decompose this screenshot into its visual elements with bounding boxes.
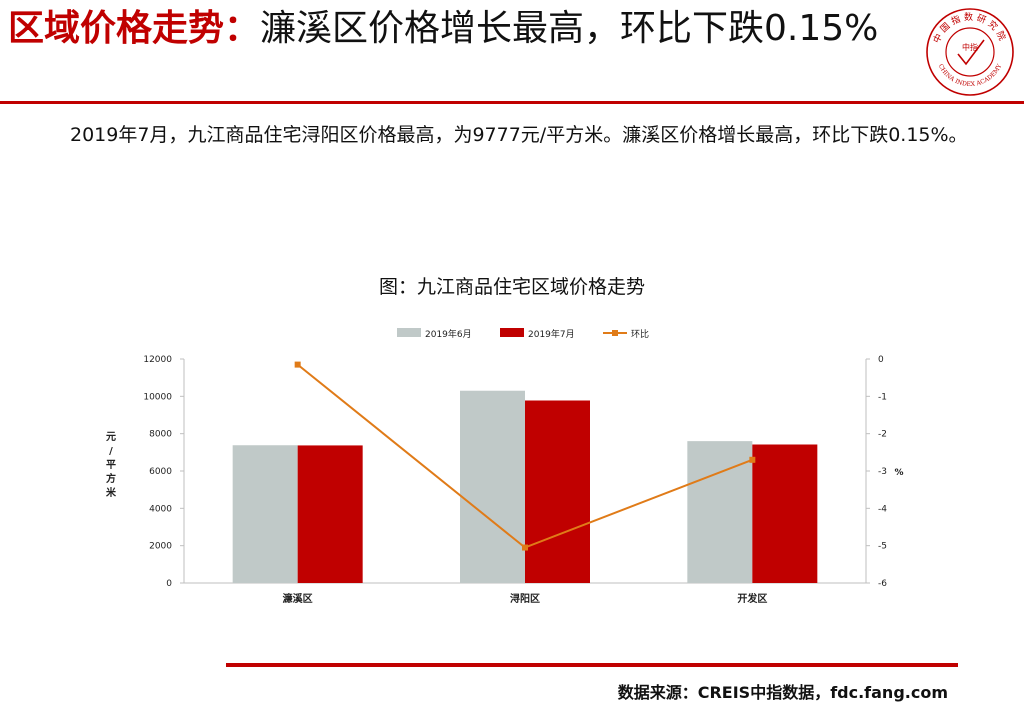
- title-divider: [0, 101, 1024, 104]
- y-axis-label-char: 米: [106, 486, 117, 499]
- y-tick-label: 6000: [149, 467, 172, 477]
- page-title-text: 濂溪区价格增长最高，环比下跌0.15%: [260, 8, 879, 49]
- figure-title: 图：九江商品住宅区域价格走势: [378, 276, 645, 298]
- legend-label: 2019年6月: [425, 328, 472, 340]
- svg-text:中指: 中指: [962, 42, 978, 52]
- mom-point: [749, 456, 756, 463]
- y-axis-label-char: 平: [106, 459, 116, 471]
- y2-tick-label: -4: [878, 504, 887, 514]
- legend-swatch: [397, 328, 421, 337]
- y2-axis-label: %: [894, 468, 903, 478]
- y2-tick-label: 0: [878, 355, 884, 365]
- y2-tick-label: -3: [878, 467, 887, 477]
- intro-paragraph: 2019年7月，九江商品住宅浔阳区价格最高，为9777元/平方米。濂溪区价格增长…: [70, 124, 968, 146]
- china-index-academy-logo: 中国指数研究院 CHINA INDEX ACADEMY 中指: [926, 8, 1014, 96]
- y2-tick-label: -2: [878, 430, 887, 440]
- x-tick-label: 濂溪区: [283, 592, 313, 605]
- page-title: 区域价格走势：濂溪区价格增长最高，环比下跌0.15%: [8, 6, 918, 52]
- y2-tick-label: -1: [878, 392, 887, 402]
- y-tick-label: 0: [166, 579, 172, 589]
- bar-june: [460, 390, 525, 583]
- x-tick-label: 浔阳区: [510, 592, 540, 605]
- bar-july: [297, 445, 363, 583]
- legend-swatch-marker: [612, 330, 618, 336]
- y-axis-label-char: 方: [106, 472, 116, 485]
- y-tick-label: 2000: [149, 542, 172, 552]
- x-tick-label: 开发区: [737, 592, 767, 605]
- legend-label: 环比: [631, 328, 649, 340]
- legend-label: 2019年7月: [528, 328, 575, 340]
- data-source: 数据来源：CREIS中指数据，fdc.fang.com: [617, 683, 948, 702]
- bar-june: [687, 441, 753, 583]
- y2-tick-label: -6: [878, 579, 887, 589]
- mom-point: [294, 361, 301, 368]
- mom-point: [522, 544, 528, 551]
- y-tick-label: 10000: [143, 392, 172, 402]
- y2-tick-label: -5: [878, 542, 887, 552]
- y-axis-label-char: 元: [106, 431, 116, 443]
- footer-divider: [226, 663, 958, 667]
- bar-june: [232, 445, 298, 583]
- y-tick-label: 4000: [149, 504, 172, 514]
- y-axis-label-char: /: [109, 446, 113, 457]
- page-title-keyword: 区域价格走势：: [8, 8, 261, 49]
- legend-swatch: [500, 328, 524, 337]
- bar-july: [525, 400, 590, 583]
- bar-july: [752, 444, 818, 583]
- y-tick-label: 8000: [149, 430, 172, 440]
- y-tick-label: 12000: [143, 355, 172, 365]
